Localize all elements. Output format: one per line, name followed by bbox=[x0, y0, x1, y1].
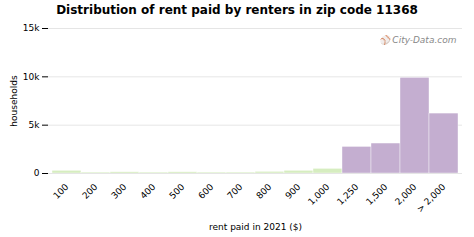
svg-text:200: 200 bbox=[80, 182, 99, 201]
svg-text:400: 400 bbox=[138, 182, 157, 201]
svg-text:1,000: 1,000 bbox=[306, 182, 331, 207]
svg-text:2,000: 2,000 bbox=[393, 182, 418, 207]
svg-text:100: 100 bbox=[51, 182, 70, 201]
svg-text:500: 500 bbox=[167, 182, 186, 201]
svg-text:300: 300 bbox=[109, 182, 128, 201]
svg-text:10k: 10k bbox=[23, 72, 40, 82]
svg-text:900: 900 bbox=[283, 182, 302, 201]
svg-text:1,500: 1,500 bbox=[364, 182, 389, 207]
svg-text:> 2,000: > 2,000 bbox=[415, 182, 448, 215]
svg-text:rent paid in 2021 ($): rent paid in 2021 ($) bbox=[209, 222, 302, 232]
svg-text:5k: 5k bbox=[29, 120, 41, 130]
svg-text:600: 600 bbox=[196, 182, 215, 201]
svg-text:800: 800 bbox=[254, 182, 273, 201]
svg-text:households: households bbox=[9, 75, 19, 127]
html-text:Distribution of rent paid by r: Distribution of rent paid by renters in … bbox=[56, 3, 418, 17]
svg-text:1,250: 1,250 bbox=[335, 182, 360, 207]
svg-text:15k: 15k bbox=[23, 23, 40, 33]
svg-text:⚾ City-Data.com: ⚾ City-Data.com bbox=[378, 34, 457, 46]
svg-text:700: 700 bbox=[225, 182, 244, 201]
svg-text:0: 0 bbox=[34, 168, 40, 178]
